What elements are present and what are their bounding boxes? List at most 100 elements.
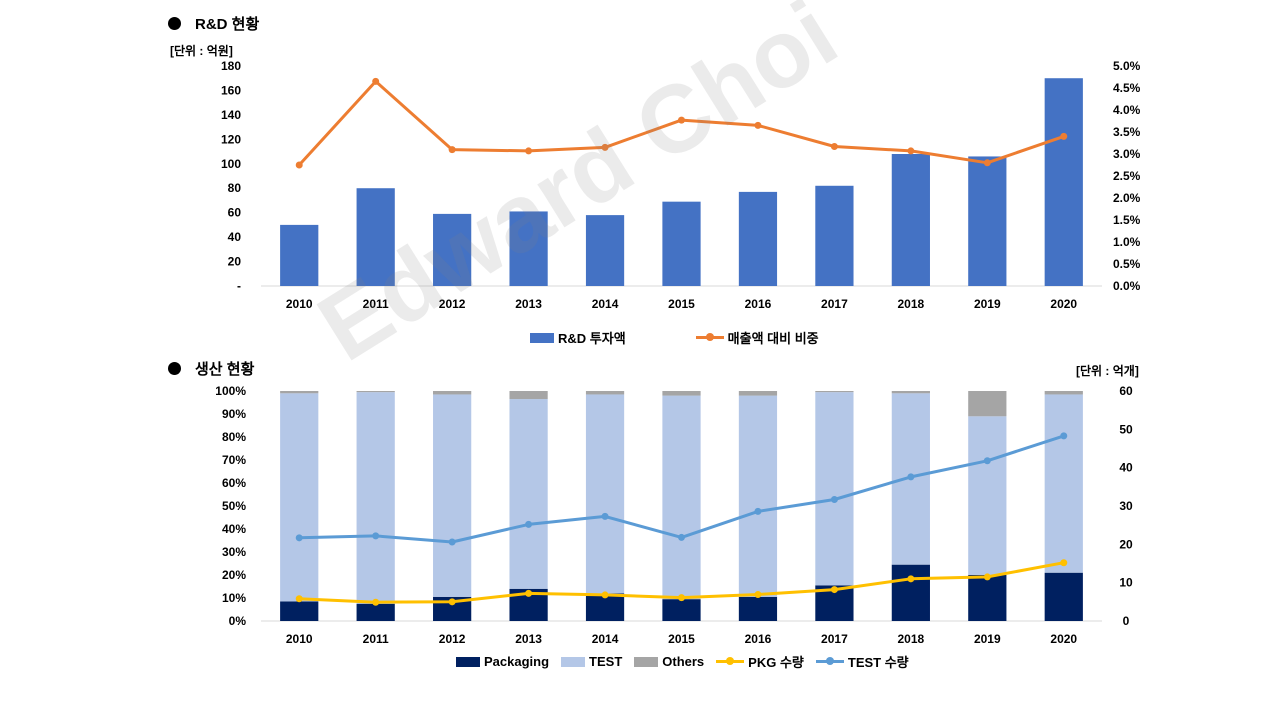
y2-axis-tick-label: 30 (1119, 499, 1133, 513)
legend-swatch (634, 656, 659, 667)
y-axis-tick-label: - (237, 279, 241, 293)
line-point (525, 589, 533, 597)
legend-label: R&D 투자액 (558, 331, 626, 346)
legend-label: PKG 수량 (748, 655, 804, 670)
rd-title-text: R&D 현황 (195, 16, 260, 33)
bar-packaging (891, 564, 930, 621)
y-axis-tick-label: 160 (221, 83, 241, 97)
y-axis-tick-label: 120 (221, 132, 241, 146)
y2-axis-tick-label: 0.5% (1113, 257, 1141, 271)
x-axis-tick-label: 2019 (974, 632, 1001, 646)
y2-axis-tick-label: 3.5% (1113, 125, 1141, 139)
bar-others (1044, 391, 1083, 395)
bar-others (738, 391, 778, 396)
x-axis-tick-label: 2020 (1050, 632, 1077, 646)
line-point (295, 161, 303, 169)
x-axis-tick-label: 2017 (821, 632, 848, 646)
legend-label: Others (662, 654, 705, 669)
y2-axis-tick-label: 20 (1119, 537, 1133, 551)
bar-others (509, 391, 548, 400)
bar (433, 213, 472, 286)
line-point (448, 538, 456, 546)
bar-test (662, 395, 701, 600)
bar-others (815, 391, 854, 393)
line-point (372, 532, 380, 540)
line-point (754, 591, 762, 599)
legend-item-rd-investment: R&D 투자액 (530, 328, 626, 347)
x-axis-tick-label: 2016 (745, 297, 772, 311)
y-axis-tick-label: 30% (222, 545, 246, 559)
legend-item-test: TEST (561, 654, 622, 669)
y-axis-tick-label: 90% (222, 407, 246, 421)
line-point (907, 575, 915, 583)
bar (585, 215, 625, 286)
y-axis-tick-label: 60 (228, 206, 242, 220)
x-axis-tick-label: 2013 (515, 632, 542, 646)
y-axis-tick-label: 20 (228, 255, 242, 269)
bar (738, 191, 778, 286)
legend-label: Packaging (484, 654, 550, 669)
y2-axis-tick-label: 5.0% (1113, 59, 1141, 73)
line-point (907, 473, 915, 481)
production-title-text: 생산 현황 (195, 361, 255, 378)
line-point (295, 595, 303, 603)
line-point (678, 594, 685, 602)
production-section-title: 생산 현황 (168, 358, 254, 379)
production-unit-label: [단위 : 억개] (1076, 364, 1139, 378)
line-point (1060, 559, 1068, 567)
bar (509, 211, 548, 286)
bar-others (433, 391, 472, 395)
y2-axis-tick-label: 1.0% (1113, 235, 1141, 249)
line-point (1060, 432, 1068, 440)
x-axis-tick-label: 2019 (974, 297, 1001, 311)
line-point (907, 147, 915, 155)
y-axis-tick-label: 0% (229, 614, 247, 628)
y-axis-tick-label: 50% (222, 499, 246, 513)
y2-axis-tick-label: 40 (1119, 461, 1133, 475)
bar-others (356, 391, 395, 393)
y2-axis-tick-label: 50 (1119, 422, 1133, 436)
line-point (448, 598, 456, 606)
production-legend: Packaging TEST Others PKG 수량 TEST 수량 (456, 652, 921, 671)
bar-test (738, 395, 778, 597)
y-axis-tick-label: 100% (215, 384, 246, 398)
x-axis-tick-label: 2015 (668, 297, 695, 311)
y-axis-tick-label: 80 (228, 181, 242, 195)
bar (815, 185, 854, 286)
legend-swatch (456, 656, 480, 667)
legend-swatch (695, 333, 724, 341)
line-point (525, 520, 533, 528)
line-point (525, 147, 533, 155)
line-point (372, 77, 380, 85)
line-point (754, 121, 762, 129)
bar-test (280, 393, 319, 602)
y-axis-tick-label: 80% (222, 430, 246, 444)
y-axis-tick-label: 140 (221, 108, 241, 122)
y-axis-tick-label: 20% (222, 568, 246, 582)
x-axis-tick-label: 2014 (592, 297, 619, 311)
bar-others (891, 391, 930, 394)
y2-axis-tick-label: 2.5% (1113, 169, 1141, 183)
line-point (983, 573, 991, 581)
bar-test (433, 394, 472, 597)
x-axis-tick-label: 2015 (668, 632, 695, 646)
bullet-icon (168, 362, 181, 375)
bar-others (662, 391, 701, 396)
y2-axis-tick-label: 1.5% (1113, 213, 1141, 227)
bar-packaging (1044, 572, 1083, 621)
x-axis-tick-label: 2010 (286, 297, 313, 311)
legend-swatch (561, 656, 586, 667)
rd-section-title: R&D 현황 (168, 13, 259, 34)
bar (968, 156, 1007, 286)
y-axis-tick-label: 40 (228, 230, 242, 244)
legend-item-packaging: Packaging (456, 654, 549, 669)
line-point (678, 116, 685, 124)
bullet-icon (168, 17, 181, 30)
x-axis-tick-label: 2011 (363, 632, 389, 646)
bar-packaging (738, 596, 778, 621)
legend-item-sales-ratio: 매출액 대비 비중 (695, 328, 819, 347)
y2-axis-tick-label: 3.0% (1113, 147, 1141, 161)
rd-unit-label: [단위 : 억원] (170, 44, 233, 58)
bar (662, 201, 701, 286)
y-axis-tick-label: 180 (221, 59, 241, 73)
